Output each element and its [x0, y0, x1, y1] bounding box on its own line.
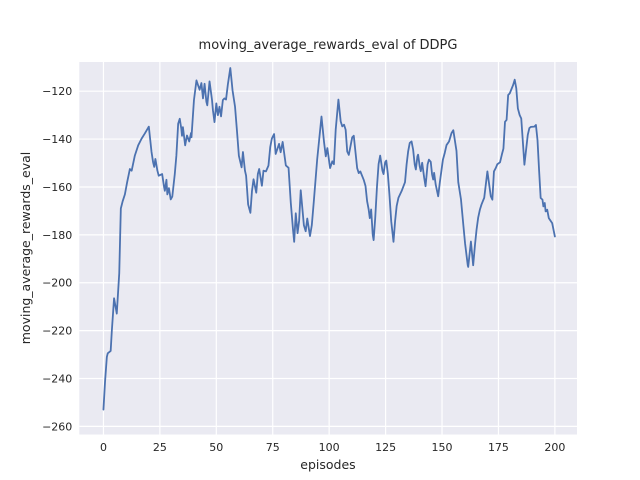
y-tick-label: −140: [42, 133, 72, 146]
x-tick-label: 125: [375, 441, 396, 454]
x-tick-label: 200: [544, 441, 565, 454]
y-tick-label: −160: [42, 181, 72, 194]
y-tick-label: −180: [42, 229, 72, 242]
gridlines: [79, 62, 577, 435]
x-tick-label: 50: [209, 441, 223, 454]
x-axis-label: episodes: [300, 457, 355, 472]
x-tick-label: 75: [266, 441, 280, 454]
y-tick-label: −120: [42, 85, 72, 98]
x-tick-label: 150: [432, 441, 453, 454]
y-tick-label: −260: [42, 420, 72, 433]
x-tick-label: 0: [100, 441, 107, 454]
y-axis-tick-labels: −260 −240 −220 −200 −180 −160 −140 −120: [42, 85, 72, 433]
y-tick-label: −220: [42, 325, 72, 338]
chart-title: moving_average_rewards_eval of DDPG: [199, 38, 458, 53]
x-tick-label: 100: [319, 441, 340, 454]
y-tick-label: −240: [42, 372, 72, 385]
x-tick-label: 175: [488, 441, 509, 454]
y-axis-label: moving_average_rewards_eval: [18, 152, 33, 345]
x-axis-tick-labels: 0 25 50 75 100 125 150 175 200: [100, 441, 565, 454]
series-line: [102, 67, 556, 411]
y-tick-label: −200: [42, 277, 72, 290]
x-tick-label: 25: [153, 441, 167, 454]
plot-background: [79, 62, 578, 435]
